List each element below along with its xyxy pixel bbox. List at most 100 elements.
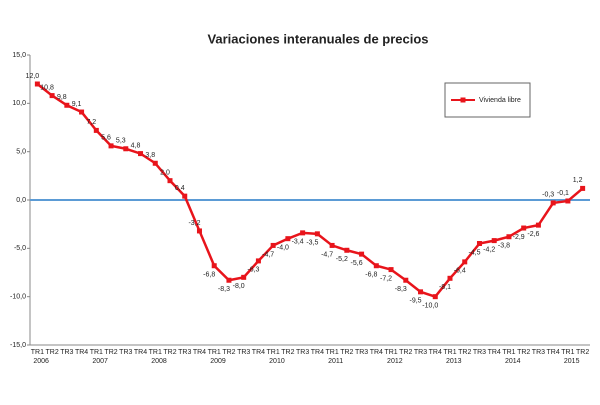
x-tick-label: TR1 [267,349,280,356]
x-tick-label: TR1 [561,349,574,356]
x-tick-label: TR3 [296,349,309,356]
point-marker [432,294,438,300]
x-tick-label: TR1 [208,349,221,356]
data-label: -8,3 [395,286,407,293]
data-label: -10,0 [422,303,438,310]
data-label: -2,6 [527,231,539,238]
point-marker [388,267,394,273]
point-marker [49,93,55,99]
data-label: 9,1 [72,101,82,108]
point-marker [373,263,379,269]
x-tick-label: TR4 [429,349,442,356]
data-label: 2,0 [160,170,170,177]
y-tick-label: 5,0 [16,149,26,156]
data-label: -5,6 [351,260,363,267]
point-marker [344,247,350,253]
data-label: -6,8 [365,272,377,279]
data-label: -8,0 [233,283,245,290]
x-tick-label: TR1 [325,349,338,356]
data-label: -5,2 [336,256,348,263]
x-tick-label: TR3 [178,349,191,356]
year-label: 2011 [328,358,343,365]
y-tick-label: -15,0 [10,342,26,349]
data-label: -8,3 [218,286,230,293]
year-label: 2013 [446,358,462,365]
data-label: 0,4 [175,185,185,192]
point-marker [93,127,99,133]
x-tick-label: TR4 [193,349,206,356]
x-tick-label: TR1 [384,349,397,356]
point-marker [211,263,217,269]
data-label: -4,0 [277,245,289,252]
year-label: 2006 [33,358,49,365]
x-tick-label: TR4 [311,349,324,356]
point-marker [314,231,320,237]
data-label: 9,8 [57,94,67,101]
data-label: -3,2 [188,220,200,227]
point-marker [491,238,497,244]
data-label: 4,8 [131,142,141,149]
data-label: 5,3 [116,138,126,145]
x-tick-label: TR4 [75,349,88,356]
point-marker [535,222,541,228]
x-tick-label: TR4 [370,349,383,356]
point-marker [476,241,482,246]
x-tick-label: TR2 [163,349,176,356]
x-tick-label: TR1 [90,349,103,356]
x-tick-label: TR4 [134,349,147,356]
point-marker [403,277,409,283]
point-marker [285,236,291,242]
data-label: 12,0 [26,73,40,80]
x-tick-label: TR3 [473,349,486,356]
x-tick-label: TR3 [532,349,545,356]
x-tick-label: TR3 [414,349,427,356]
point-marker [521,225,527,231]
data-label: -3,5 [306,240,318,247]
data-label: 1,2 [573,177,583,184]
data-label: -7,2 [380,275,392,282]
point-marker [300,230,306,236]
data-label: -3,8 [498,243,510,250]
x-tick-label: TR4 [547,349,560,356]
data-label: -4,5 [468,249,480,256]
x-tick-label: TR4 [488,349,501,356]
point-marker [138,151,144,157]
point-marker [123,146,129,152]
x-tick-label: TR2 [399,349,412,356]
data-label: -4,7 [262,251,274,258]
data-label: -9,5 [409,298,421,305]
x-tick-label: TR4 [252,349,265,356]
point-marker [580,185,586,191]
x-tick-label: TR2 [576,349,589,356]
data-label: -6,8 [203,272,215,279]
point-marker [34,81,40,87]
y-tick-label: 15,0 [12,52,26,59]
point-marker [79,109,85,115]
point-marker [108,143,114,149]
x-tick-label: TR1 [149,349,162,356]
x-tick-label: TR2 [458,349,471,356]
data-label: -3,4 [292,239,304,246]
y-tick-label: -10,0 [10,294,26,301]
year-label: 2014 [505,358,521,365]
point-marker [359,251,365,257]
data-label: -6,4 [454,268,466,275]
x-tick-label: TR2 [281,349,294,356]
point-marker [447,275,453,281]
point-marker [270,242,276,248]
x-tick-label: TR3 [119,349,132,356]
y-tick-label: 10,0 [12,100,26,107]
point-marker [462,259,468,265]
point-marker [329,242,335,248]
data-label: -6,3 [247,267,259,274]
point-marker [506,234,512,240]
x-tick-label: TR3 [355,349,368,356]
x-tick-label: TR1 [443,349,456,356]
point-marker [167,178,173,184]
point-marker [241,274,247,280]
x-tick-label: TR1 [502,349,515,356]
data-label: -2,9 [513,234,525,241]
point-marker [550,200,556,206]
point-marker [182,193,188,199]
x-tick-label: TR2 [517,349,530,356]
